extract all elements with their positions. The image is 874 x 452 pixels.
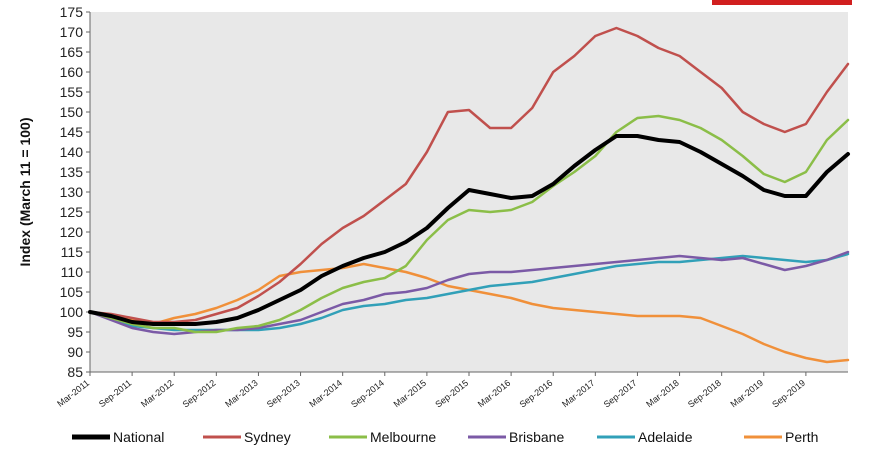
x-tick-label: Mar-2012 [139, 378, 176, 410]
y-tick-label: 145 [60, 124, 84, 140]
x-tick-label: Sep-2016 [518, 378, 555, 410]
legend-label-melbourne: Melbourne [370, 429, 436, 445]
x-tick-label: Mar-2019 [728, 378, 765, 410]
x-tick-label: Sep-2019 [770, 378, 807, 410]
y-tick-label: 160 [60, 64, 84, 80]
y-tick-label: 100 [60, 304, 84, 320]
x-tick-label: Sep-2014 [349, 378, 386, 410]
x-tick-label: Mar-2011 [55, 378, 91, 409]
series-line-brisbane [88, 250, 850, 336]
x-tick-label: Mar-2016 [476, 378, 513, 410]
x-tick-label: Sep-2012 [181, 378, 218, 410]
y-tick-label: 115 [61, 244, 84, 260]
x-axis-ticks: Mar-2011 Sep-2011 Mar-2012 Sep-2012 Mar-2013… [55, 372, 807, 410]
y-tick-label: 125 [60, 204, 84, 220]
legend-label-adelaide: Adelaide [638, 429, 693, 445]
y-tick-label: 170 [60, 24, 84, 40]
x-tick-label: Sep-2017 [602, 378, 639, 410]
legend-label-sydney: Sydney [244, 429, 291, 445]
x-tick-label: Sep-2013 [265, 378, 302, 410]
x-tick-label: Sep-2018 [686, 378, 723, 410]
y-tick-label: 110 [61, 264, 84, 280]
y-axis-label: Index (March 11 = 100) [17, 117, 33, 266]
legend-label-perth: Perth [785, 429, 818, 445]
y-tick-label: 165 [60, 44, 84, 60]
y-tick-label: 130 [60, 184, 84, 200]
x-tick-label: Mar-2017 [560, 378, 597, 410]
y-tick-label: 90 [67, 344, 83, 360]
x-tick-label: Sep-2015 [433, 378, 470, 410]
x-tick-label: Mar-2018 [644, 378, 681, 410]
y-tick-label: 85 [67, 364, 83, 380]
legend-label-brisbane: Brisbane [509, 429, 564, 445]
legend-label-national: National [113, 429, 164, 445]
series-line-sydney [88, 26, 850, 324]
y-tick-label: 155 [60, 84, 84, 100]
x-tick-label: Mar-2013 [223, 378, 260, 410]
y-tick-label: 150 [60, 104, 84, 120]
series-line-melbourne [88, 114, 850, 334]
y-tick-label: 105 [60, 284, 84, 300]
y-tick-label: 140 [60, 144, 84, 160]
legend: National Sydney Melbourne Brisbane Adelaide P… [72, 429, 818, 445]
y-axis-ticks: 85 90 95 100 105 110 115 120 125 130 135 140 145 150 1… [60, 4, 90, 380]
y-tick-label: 175 [60, 4, 84, 20]
brand-red-bar [712, 0, 852, 5]
series-line-national [88, 134, 850, 326]
y-tick-label: 135 [60, 164, 84, 180]
y-tick-label: 95 [67, 324, 83, 340]
x-tick-label: Mar-2014 [307, 378, 344, 410]
x-tick-label: Sep-2011 [97, 378, 133, 410]
x-tick-label: Mar-2015 [392, 378, 429, 410]
y-tick-label: 120 [60, 224, 84, 240]
series-lines [88, 26, 850, 364]
